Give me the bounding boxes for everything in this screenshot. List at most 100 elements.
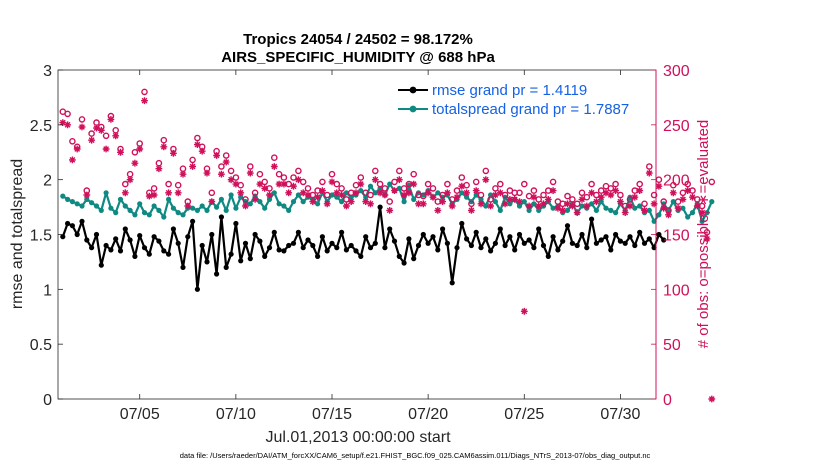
totalspread-point — [550, 205, 556, 211]
rmse-point — [401, 260, 407, 266]
rmse-point — [632, 242, 638, 249]
evaluated-point — [655, 182, 663, 190]
possible-point — [458, 174, 466, 181]
evaluated-point — [304, 191, 312, 199]
rmse-point — [122, 226, 128, 232]
rmse-point — [103, 242, 109, 249]
evaluated-point — [665, 211, 672, 219]
y-left-tick-label: 1 — [43, 282, 52, 299]
rmse-point — [175, 240, 181, 246]
possible-point — [376, 180, 384, 188]
chart-title-line2: AIRS_SPECIFIC_HUMIDITY @ 688 hPa — [221, 49, 495, 66]
evaluated-point — [415, 200, 422, 208]
totalspread-point — [132, 212, 138, 218]
evaluated-point — [88, 136, 95, 144]
evaluated-point — [405, 189, 413, 197]
rmse-point — [223, 264, 229, 270]
totalspread-point — [632, 205, 638, 211]
rmse-point — [560, 238, 566, 244]
rmse-point — [69, 223, 75, 229]
rmse-point — [252, 231, 258, 238]
rmse-point — [127, 237, 133, 243]
rmse-point — [146, 251, 152, 257]
evaluated-point — [251, 196, 259, 203]
rmse-point — [569, 240, 576, 246]
totalspread-point — [98, 207, 104, 213]
rmse-point — [536, 226, 542, 232]
evaluated-point — [290, 182, 297, 190]
evaluated-point — [386, 207, 394, 214]
rmse-point — [93, 231, 100, 238]
rmse-point — [343, 247, 349, 253]
rmse-point — [170, 226, 176, 232]
totalspread-point — [521, 199, 527, 205]
possible-point — [410, 170, 418, 178]
evaluated-point — [338, 191, 345, 199]
evaluated-point — [362, 198, 370, 205]
rmse-point — [396, 253, 402, 259]
evaluated-point — [448, 202, 456, 210]
evaluated-point — [266, 191, 273, 199]
evaluated-point — [73, 145, 81, 153]
evaluated-point — [198, 147, 206, 155]
evaluated-point — [170, 149, 177, 157]
totalspread-point — [685, 214, 691, 220]
possible-point — [174, 181, 182, 189]
totalspread-point — [699, 218, 705, 224]
evaluated-point — [347, 198, 355, 205]
evaluated-point — [112, 132, 120, 140]
rmse-point — [98, 262, 104, 268]
rmse-point — [353, 248, 359, 254]
rmse-point — [281, 248, 287, 254]
evaluated-point — [246, 169, 254, 177]
rmse-point — [473, 229, 479, 235]
rmse-point — [65, 220, 71, 227]
totalspread-point — [151, 203, 157, 209]
evaluated-point — [136, 145, 144, 153]
evaluated-point — [674, 204, 682, 212]
possible-point — [444, 180, 451, 188]
evaluated-point — [468, 207, 475, 214]
rmse-point — [204, 259, 210, 265]
totalspread-point — [387, 181, 393, 187]
totalspread-point — [170, 205, 176, 211]
rmse-point — [531, 245, 537, 251]
evaluated-point — [684, 187, 692, 194]
possible-point — [670, 181, 677, 189]
totalspread-point — [363, 194, 369, 200]
totalspread-point — [464, 194, 470, 200]
evaluated-point — [314, 193, 321, 201]
possible-point — [357, 174, 365, 181]
totalspread-point — [247, 201, 253, 207]
rmse-point — [180, 264, 186, 270]
evaluated-point — [242, 202, 249, 210]
plot-area — [58, 70, 656, 399]
evaluated-point — [444, 189, 451, 197]
possible-point — [641, 200, 648, 208]
evaluated-point — [588, 189, 595, 197]
rmse-point — [391, 238, 398, 244]
possible-point — [189, 156, 196, 164]
y-right-tick-label: 300 — [663, 63, 690, 80]
rmse-point — [166, 251, 172, 257]
x-tick-label: 07/15 — [312, 406, 352, 423]
evaluated-point — [549, 187, 557, 194]
possible-point — [419, 192, 427, 200]
possible-point — [381, 185, 389, 192]
rmse-point — [411, 256, 417, 262]
totalspread-point — [651, 218, 657, 224]
rmse-point — [507, 234, 513, 240]
totalspread-point — [141, 210, 148, 216]
rmse-point — [464, 236, 470, 242]
rmse-point — [521, 240, 527, 246]
evaluated-point — [593, 198, 600, 205]
totalspread-point — [488, 192, 494, 198]
rmse-point — [271, 229, 277, 235]
rmse-point — [608, 247, 614, 253]
evaluated-point — [612, 187, 619, 194]
evaluated-point — [131, 159, 139, 167]
evaluated-point — [578, 196, 586, 203]
possible-point — [646, 163, 653, 170]
evaluated-point — [636, 187, 644, 194]
